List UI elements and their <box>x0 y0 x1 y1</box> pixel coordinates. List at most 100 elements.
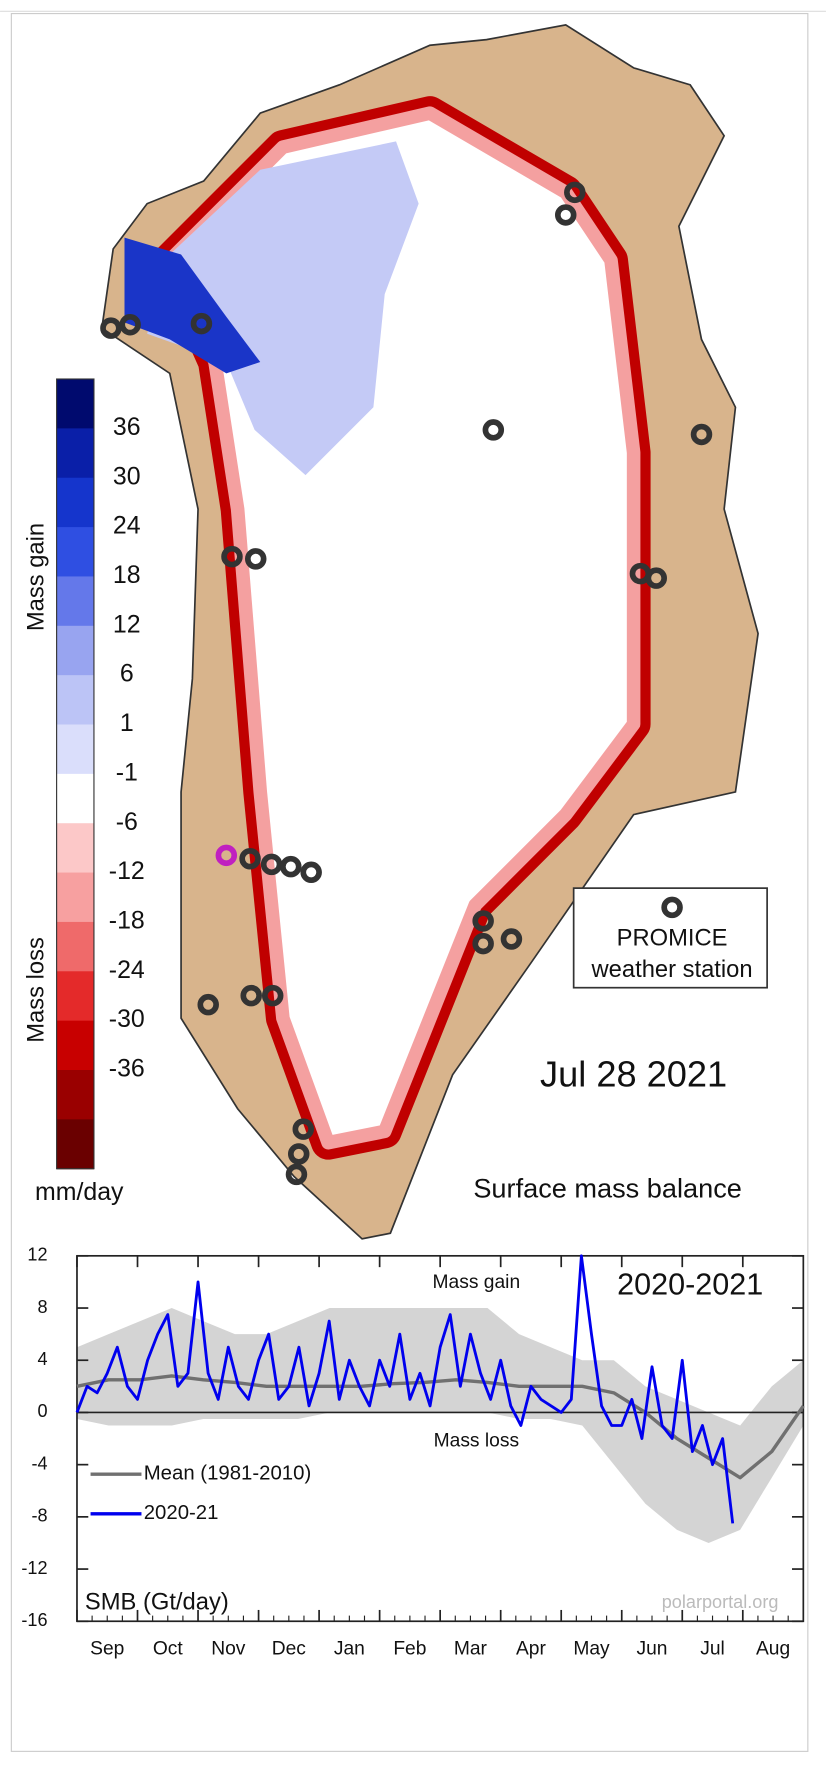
x-tick-label: Jun <box>637 1639 668 1660</box>
station <box>292 1118 315 1140</box>
station-legend-box <box>572 887 768 989</box>
colorbar-tick-label: -18 <box>109 907 145 935</box>
colorbar-bin <box>56 428 94 479</box>
y-tick-label: -16 <box>21 1610 47 1630</box>
station <box>260 853 283 876</box>
colorbar-tick-label: -24 <box>109 956 145 984</box>
colorbar-bin <box>56 921 94 972</box>
station <box>197 993 219 1016</box>
gain-region <box>147 141 419 476</box>
station <box>244 548 267 570</box>
x-tick-label: Apr <box>516 1639 547 1660</box>
colorbar-bin <box>56 527 94 578</box>
y-tick-label: -12 <box>21 1558 47 1578</box>
colorbar-bin <box>56 724 94 775</box>
greenland-map: PROMICE weather station Jul 28 2021 Surf… <box>23 23 768 1240</box>
colorbar-bin <box>56 1020 94 1071</box>
colorbar-bin <box>56 1070 94 1120</box>
colorbar-bin <box>56 1119 94 1170</box>
colorbar-tick-label: -6 <box>116 808 138 836</box>
station <box>100 317 122 339</box>
station-legend-line: PROMICE <box>617 924 728 951</box>
map-date: Jul 28 2021 <box>540 1054 727 1095</box>
station <box>280 855 302 878</box>
x-tick-label: Oct <box>153 1639 184 1660</box>
series-line <box>75 1254 735 1524</box>
station <box>239 847 261 870</box>
stations <box>100 181 713 1186</box>
x-tick-label: Feb <box>393 1639 426 1660</box>
colorbar-tick-label: 36 <box>113 413 141 441</box>
y-tick-label: 12 <box>27 1245 47 1265</box>
x-tick-label: Nov <box>211 1639 246 1660</box>
station <box>564 181 586 204</box>
colorbar-tick-label: 1 <box>120 709 134 737</box>
colorbar-bin <box>56 872 94 923</box>
y-tick-label: 4 <box>37 1349 47 1369</box>
station <box>221 545 243 568</box>
x-tick-label: Sep <box>90 1639 124 1660</box>
station <box>287 1143 310 1165</box>
station <box>554 204 577 226</box>
station <box>500 928 523 950</box>
colorbar-unit: mm/day <box>35 1178 124 1206</box>
station <box>472 910 494 932</box>
colorbar: 36 30 24 18 12 6 1 -1 -6 -12 -18 -24 -30 -36 <box>56 378 145 1170</box>
station <box>300 861 322 884</box>
station-legend-line: weather station <box>591 956 753 983</box>
x-tick-label: May <box>573 1639 610 1660</box>
colorbar-tick-label: 24 <box>113 512 141 540</box>
colorbar-bin <box>56 576 94 627</box>
chart-title: 2020-2021 <box>617 1267 763 1301</box>
colorbar-bin <box>56 625 94 676</box>
colorbar-bin <box>56 477 94 528</box>
annotation: Mass loss <box>434 1430 519 1451</box>
colorbar-bin <box>56 379 94 429</box>
colorbar-tick-label: -30 <box>109 1005 145 1033</box>
x-tick-label: Jan <box>334 1639 365 1660</box>
colorbar-tick-label: -1 <box>116 758 138 786</box>
x-tick-label: Mar <box>454 1639 488 1660</box>
station-highlight <box>215 844 238 867</box>
gain-strong <box>124 237 261 374</box>
y-tick-label: 8 <box>37 1297 47 1317</box>
source: polarportal.org <box>662 1592 779 1612</box>
map-title: Surface mass balance <box>473 1172 742 1203</box>
y-tick-label: -4 <box>31 1453 47 1473</box>
annotation: Mass gain <box>433 1272 521 1293</box>
y-tick-label: -8 <box>31 1506 47 1526</box>
station <box>690 423 713 446</box>
colorbar-tick-label: -12 <box>109 857 145 885</box>
colorbar-bin <box>56 773 94 824</box>
station <box>240 984 262 1007</box>
colorbar-bin <box>56 971 94 1022</box>
station <box>645 567 667 589</box>
colorbar-tick-label: 12 <box>113 610 141 638</box>
colorbar-tick-label: 18 <box>113 561 141 589</box>
station <box>482 419 505 441</box>
station <box>261 984 284 1007</box>
colorbar-border <box>56 378 95 1170</box>
x-tick-label: Dec <box>272 1639 307 1660</box>
legend-label: 2020-21 <box>144 1502 219 1524</box>
colorbar-tick-label: 6 <box>120 660 134 688</box>
colorbar-tick-label: 30 <box>113 462 141 490</box>
y-tick-label: 0 <box>37 1401 47 1421</box>
colorbar-bin <box>56 675 94 726</box>
series-line <box>76 1374 805 1480</box>
station <box>285 1163 308 1186</box>
colorbar-loss-label: Mass loss <box>23 937 50 1043</box>
colorbar-gain-label: Mass gain <box>23 523 50 631</box>
station-legend-symbol <box>661 896 683 919</box>
range-band <box>76 1308 804 1543</box>
smb-chart: Mass gain Mass loss 2020-2021 SMB (Gt/da… <box>21 1245 805 1660</box>
x-tick-label: Jul <box>700 1639 725 1660</box>
station <box>190 312 213 335</box>
frame <box>10 13 809 1752</box>
colorbar-tick-label: -36 <box>109 1055 145 1083</box>
x-tick-label: Aug <box>756 1639 790 1660</box>
station <box>119 313 141 336</box>
y-axis-label: SMB (Gt/day) <box>85 1588 229 1615</box>
colorbar-bin <box>56 823 94 874</box>
